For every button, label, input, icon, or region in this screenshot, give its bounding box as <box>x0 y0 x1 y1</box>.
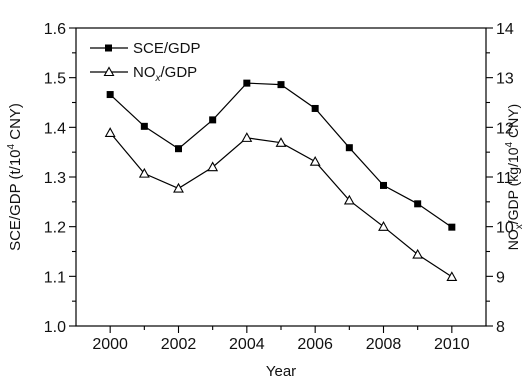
data-point-nox <box>173 182 184 193</box>
y-tick-label-right: 14 <box>496 21 514 38</box>
data-point-sce <box>140 122 148 130</box>
data-point-nox <box>378 221 389 231</box>
y-axis-title-right: NOx/GDP (kg/104 CNY) <box>504 104 525 250</box>
x-tick-label: 2000 <box>92 336 128 353</box>
x-axis-title: Year <box>266 363 296 380</box>
data-point-sce <box>311 104 319 112</box>
legend-entry-sce: SCE/GDP <box>90 40 201 57</box>
data-point-sce <box>243 79 251 87</box>
y-tick-label-left: 1.6 <box>44 21 66 38</box>
data-point-nox <box>412 248 424 259</box>
data-point-nox <box>241 132 253 142</box>
y-tick-label-right: 8 <box>496 319 505 336</box>
x-tick-label: 2008 <box>366 336 402 353</box>
legend: SCE/GDP NOx/GDP <box>90 40 201 84</box>
y-tick-label-left: 1.3 <box>44 170 66 187</box>
data-point-nox <box>138 167 150 178</box>
data-point-sce <box>277 81 285 89</box>
y-tick-label-left: 1.0 <box>44 319 66 336</box>
data-point-nox <box>446 271 458 281</box>
x-tick-label: 2010 <box>434 336 470 353</box>
y-tick-label-left: 1.1 <box>44 269 66 286</box>
data-point-nox <box>104 127 116 137</box>
y-tick-label-left: 1.4 <box>44 120 66 137</box>
data-point-sce <box>345 144 353 152</box>
legend-label-sce: SCE/GDP <box>133 40 201 57</box>
axis-ticks: 2000 2002 2004 2006 2008 2010 1.0 1.1 1.2 1.3 1.4 1… <box>44 21 514 353</box>
y-tick-label-left: 1.2 <box>44 220 66 237</box>
data-point-nox <box>343 194 355 205</box>
series-layer <box>104 79 458 281</box>
y-tick-label-right: 11 <box>496 170 513 187</box>
y-tick-label-right: 13 <box>496 71 514 88</box>
data-point-sce <box>209 116 217 124</box>
legend-marker-nox <box>103 66 115 77</box>
x-tick-label: 2006 <box>297 336 333 353</box>
legend-label-nox: NOx/GDP <box>133 64 197 84</box>
data-point-sce <box>448 223 456 231</box>
y-tick-label-left: 1.5 <box>44 71 66 88</box>
y-tick-label-right: 9 <box>496 269 505 286</box>
x-tick-label: 2004 <box>229 336 265 353</box>
data-point-sce <box>175 145 182 153</box>
data-point-nox <box>275 137 287 147</box>
legend-marker-sce <box>105 44 112 52</box>
legend-entry-nox: NOx/GDP <box>90 64 197 84</box>
y-tick-label-right: 12 <box>496 120 514 137</box>
y-tick-label-right: 10 <box>496 220 514 237</box>
data-point-sce <box>106 91 114 99</box>
series-line-sce <box>109 82 453 228</box>
y-axis-title-left: SCE/GDP (t/104 CNY) <box>6 103 24 251</box>
data-point-nox <box>207 161 219 172</box>
series-line-nox <box>109 132 453 278</box>
data-point-nox <box>309 155 321 166</box>
x-tick-label: 2002 <box>161 336 197 353</box>
data-point-sce <box>414 200 422 208</box>
data-point-sce <box>380 181 387 189</box>
